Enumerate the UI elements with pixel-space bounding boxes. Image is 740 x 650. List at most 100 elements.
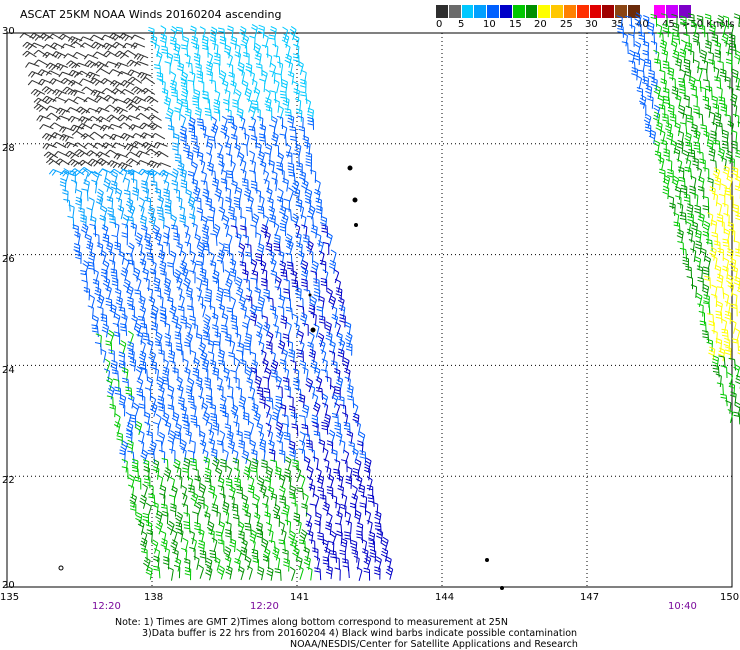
wind-barb: [135, 105, 150, 112]
wind-barb: [716, 382, 724, 396]
wind-barb: [169, 79, 177, 94]
wind-barb: [161, 87, 169, 102]
wind-barb: [295, 519, 302, 535]
wind-barb: [142, 186, 150, 201]
wind-barb: [718, 193, 726, 207]
wind-barb: [168, 494, 176, 508]
wind-barb: [318, 339, 326, 355]
wind-barb: [148, 214, 156, 230]
wind-barb: [72, 51, 87, 58]
wind-barb: [198, 430, 206, 445]
wind-barb: [120, 267, 129, 282]
wind-barb: [180, 179, 188, 193]
wind-barb: [158, 215, 165, 229]
wind-barb: [42, 95, 57, 104]
wind-barb: [727, 221, 735, 236]
wind-barb: [282, 177, 289, 192]
footnote-line: NOAA/NESDIS/Center for Satellite Applica…: [290, 639, 578, 650]
wind-barb: [364, 457, 372, 472]
wind-barb: [301, 267, 309, 282]
wind-barb: [696, 265, 704, 279]
wind-barb: [288, 485, 296, 500]
wind-barb: [96, 116, 111, 123]
wind-barb: [190, 403, 197, 418]
wind-barb: [278, 520, 285, 536]
wind-barb: [671, 175, 680, 190]
wind-barb: [118, 250, 125, 265]
wind-barb: [708, 346, 716, 361]
wind-barb: [100, 205, 108, 220]
wind-barb: [199, 267, 207, 282]
wind-barb: [50, 132, 65, 139]
wind-barb: [205, 288, 212, 302]
wind-barb: [126, 341, 134, 355]
wind-barb: [684, 131, 692, 147]
wind-barb: [159, 484, 167, 499]
wind-barb: [100, 77, 115, 85]
wind-barb: [691, 221, 698, 235]
wind-barb: [308, 348, 316, 363]
wind-barb: [154, 231, 162, 246]
wind-barb: [201, 215, 208, 230]
wind-barb: [216, 286, 224, 301]
wind-barb: [173, 188, 180, 202]
wind-barb: [237, 565, 245, 581]
wind-barb: [206, 152, 213, 167]
wind-barb: [156, 71, 164, 85]
wind-barb: [319, 494, 327, 508]
wind-barb: [305, 152, 313, 166]
wind-barb: [68, 204, 75, 219]
wind-barb: [86, 240, 94, 255]
wind-barb: [101, 87, 117, 95]
wind-barb: [265, 143, 273, 158]
wind-barb: [292, 153, 300, 166]
wind-barb: [712, 167, 721, 182]
wind-barb: [621, 41, 629, 55]
wind-barb: [307, 204, 316, 220]
legend-swatch: [538, 5, 552, 18]
wind-barb: [132, 402, 140, 418]
wind-barb: [682, 149, 690, 164]
wind-barb: [164, 61, 171, 75]
wind-barb: [663, 95, 671, 109]
wind-barb: [53, 150, 69, 157]
wind-barb: [223, 243, 231, 257]
wind-barb: [721, 328, 729, 342]
wind-barb: [331, 313, 339, 328]
wind-barb: [249, 529, 257, 544]
lat-tick-label: 30: [2, 26, 15, 37]
wind-barb: [245, 295, 253, 309]
wind-barb: [297, 565, 304, 580]
wind-barb: [87, 305, 94, 319]
legend-swatch: [461, 5, 475, 18]
wind-barb: [162, 366, 170, 381]
wind-barb: [114, 241, 121, 255]
wind-barb: [292, 459, 299, 473]
wind-barb: [674, 185, 682, 200]
wind-barb: [129, 357, 137, 372]
wind-barb: [211, 177, 219, 192]
wind-barb: [230, 80, 237, 95]
wind-barb: [90, 123, 105, 130]
wind-barb: [322, 241, 330, 255]
wind-barb: [299, 439, 306, 454]
wind-barb: [108, 215, 117, 228]
wind-barb: [326, 486, 334, 500]
wind-barb: [123, 49, 138, 57]
lat-tick-label: 20: [2, 580, 15, 591]
legend-label: 45: [662, 19, 675, 30]
wind-barb: [171, 179, 178, 194]
wind-barb: [313, 278, 320, 292]
wind-barb: [196, 287, 202, 302]
wind-barb: [192, 144, 200, 158]
wind-barb: [259, 160, 267, 175]
wind-barb: [143, 277, 150, 292]
wind-barb: [180, 266, 189, 282]
wind-barb: [260, 349, 267, 364]
wind-barb: [202, 242, 210, 256]
wind-barb: [234, 276, 243, 291]
wind-barb: [342, 357, 350, 372]
wind-barb: [363, 567, 371, 581]
wind-barb: [297, 250, 305, 265]
wind-barb: [352, 412, 360, 427]
